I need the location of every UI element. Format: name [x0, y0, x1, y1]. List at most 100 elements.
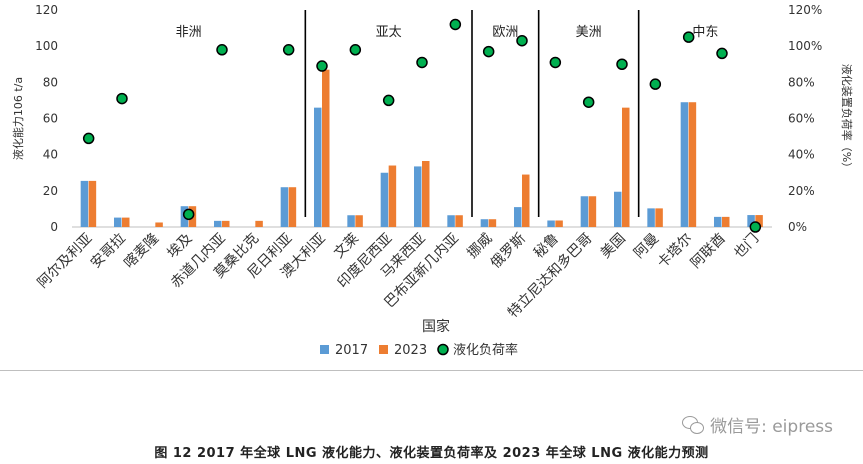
bar-2017	[514, 207, 522, 227]
bar-2023	[288, 187, 297, 227]
region-label: 欧洲	[492, 25, 518, 40]
bar-2023	[622, 107, 630, 227]
scatter-point	[716, 47, 728, 60]
y2-tick-label: 40%	[788, 148, 815, 162]
legend-label: 2017	[335, 343, 368, 358]
bar-2017	[114, 217, 122, 227]
category-label: 也门	[731, 231, 762, 262]
y-tick-label: 0	[50, 220, 58, 234]
region-label: 亚太	[376, 25, 402, 40]
region-label: 非洲	[176, 25, 202, 40]
scatter-point	[549, 56, 562, 69]
bar-2017	[280, 187, 289, 227]
scatter-point	[749, 221, 762, 233]
y2-tick-label: 20%	[788, 184, 815, 198]
bar-2017	[314, 107, 322, 227]
y-tick-label: 60	[43, 112, 58, 126]
category-label: 俄罗斯	[488, 231, 529, 272]
scatter-point	[616, 58, 628, 70]
scatter-point	[382, 94, 395, 107]
bar-2023	[655, 208, 663, 227]
bar-2023	[88, 180, 97, 227]
scatter-point	[649, 78, 662, 90]
chart: 0 20 40 60 80 100 120 0% 20% 40% 60% 80% 100% 120% 非洲 亚…	[11, 3, 854, 358]
scatter-point	[516, 34, 528, 47]
category-label: 安哥拉	[88, 231, 129, 272]
scatter-point	[482, 45, 495, 58]
bar-2023	[688, 102, 697, 227]
scatter-point	[449, 18, 462, 31]
bar-2023	[588, 196, 597, 227]
bar-2023	[422, 160, 430, 227]
scatter-point	[416, 56, 428, 69]
divider	[0, 370, 863, 371]
wechat-icon	[682, 415, 705, 434]
legend-swatch	[320, 345, 329, 354]
bar-2017	[747, 215, 755, 227]
y-tick-label: 40	[43, 148, 58, 162]
legend-label: 2023	[394, 343, 427, 358]
bar-2017	[480, 219, 489, 227]
bar-2023	[388, 165, 397, 227]
region-label: 美洲	[576, 25, 602, 40]
y2-tick-label: 100%	[788, 39, 822, 53]
legend-label: 液化负荷率	[453, 342, 518, 358]
bar-2017	[80, 180, 89, 227]
bar-2017	[214, 220, 222, 227]
category-label: 卡塔尔	[654, 231, 695, 272]
bar-2023	[222, 220, 230, 227]
y2-tick-label: 60%	[788, 112, 815, 126]
bar-2017	[447, 215, 455, 227]
region-label: 中东	[692, 25, 718, 40]
bar-2023	[455, 215, 463, 227]
bar-2017	[714, 216, 722, 227]
category-label: 喀麦隆	[121, 231, 162, 272]
bar-2023	[488, 219, 497, 227]
scatter-point	[82, 132, 95, 145]
y2-tick-label: 120%	[788, 3, 822, 17]
scatter-point	[349, 44, 362, 56]
watermark: 微信号: eipress	[682, 412, 833, 437]
bar-2017	[347, 215, 355, 227]
scatter-point	[682, 31, 695, 43]
legend-swatch	[379, 345, 388, 354]
category-label: 阿尔及利亚	[35, 231, 96, 292]
bar-2017	[614, 191, 622, 227]
y-tick-label: 120	[35, 3, 58, 17]
legend-marker	[437, 343, 449, 356]
y2-tick-label: 80%	[788, 75, 815, 89]
bar-2023	[155, 222, 163, 227]
scatter-point	[216, 44, 228, 56]
bar-2017	[547, 220, 555, 227]
scatter-point	[182, 208, 195, 221]
bar-2017	[580, 196, 589, 227]
bar-2023	[755, 215, 763, 227]
y-tick-label: 20	[43, 184, 58, 198]
bar-2023	[355, 215, 363, 227]
scatter-point	[582, 96, 595, 108]
y-tick-label: 100	[35, 39, 58, 53]
bar-2023	[122, 217, 130, 227]
y2-tick-label: 0%	[788, 220, 807, 234]
bar-2017	[414, 166, 422, 227]
category-label: 阿联酋	[687, 230, 729, 272]
y-tick-label: 80	[43, 75, 58, 89]
bar-2023	[255, 220, 263, 227]
chart-svg: 0 20 40 60 80 100 120 0% 20% 40% 60% 80% 100% 120% 非洲 亚…	[11, 3, 854, 358]
bar-2023	[322, 69, 330, 227]
category-label: 美国	[598, 231, 629, 262]
x-axis-title: 国家	[422, 318, 450, 335]
bar-2023	[522, 174, 530, 227]
scatter-point	[116, 92, 128, 105]
scatter-point	[282, 44, 295, 56]
bar-2017	[647, 208, 655, 227]
scatter-point	[316, 60, 328, 72]
watermark-text: 微信号: eipress	[710, 417, 833, 437]
bar-2023	[722, 216, 730, 227]
figure-caption: 图 12 2017 年全球 LNG 液化能力、液化装置负荷率及 2023 年全球…	[154, 446, 709, 461]
bar-2017	[680, 102, 689, 227]
bar-2023	[555, 220, 563, 227]
y2-axis-title: 液化装置负荷率（%）	[840, 64, 854, 173]
bar-2017	[380, 172, 389, 227]
y-axis-title: 液化能力106 t/a	[11, 77, 25, 160]
